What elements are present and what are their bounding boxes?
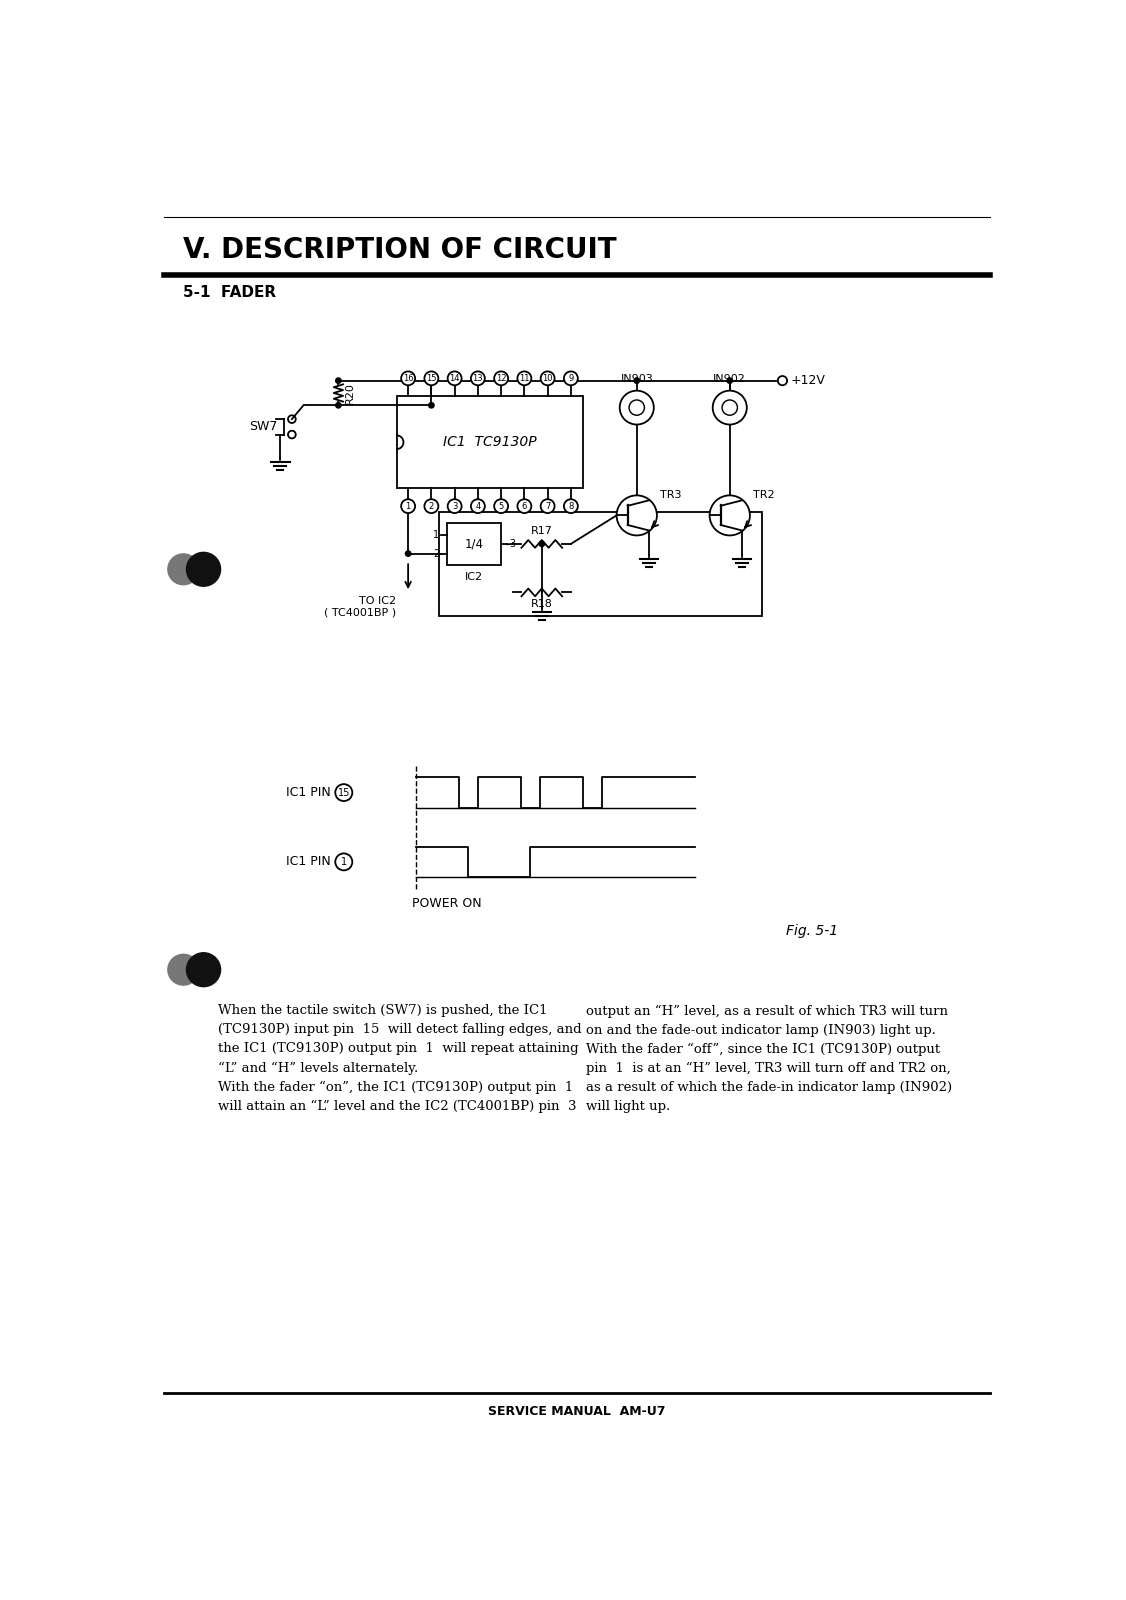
Circle shape [727,378,732,384]
Text: When the tactile switch (SW7) is pushed, the IC1
(TC9130P) input pin  15  will d: When the tactile switch (SW7) is pushed,… [218,1005,582,1114]
Text: 4: 4 [475,502,481,510]
Text: 8: 8 [569,502,573,510]
Circle shape [540,371,555,386]
Text: POWER ON: POWER ON [412,896,482,909]
Text: 1: 1 [341,858,347,867]
Text: 5: 5 [499,502,503,510]
Text: 2: 2 [432,549,439,558]
Circle shape [401,371,415,386]
Circle shape [564,499,578,514]
Text: output an “H” level, as a result of which TR3 will turn
on and the fade-out indi: output an “H” level, as a result of whic… [587,1005,953,1114]
Circle shape [471,371,485,386]
Circle shape [629,400,644,416]
Text: R18: R18 [530,598,553,608]
Text: 15: 15 [426,374,437,382]
Text: IC1  TC9130P: IC1 TC9130P [443,435,536,450]
Text: 2: 2 [429,502,434,510]
Text: IC1 PIN: IC1 PIN [286,786,331,798]
Circle shape [336,403,341,408]
Circle shape [518,499,531,514]
Text: 16: 16 [403,374,413,382]
Circle shape [709,496,750,536]
Text: 11: 11 [519,374,529,382]
Text: 1/4: 1/4 [465,538,483,550]
Text: TR2: TR2 [753,490,775,501]
Text: TO IC2
( TC4001BP ): TO IC2 ( TC4001BP ) [324,595,396,618]
Circle shape [168,554,199,584]
Text: Fig. 5-1: Fig. 5-1 [786,923,838,938]
Text: V. DESCRIPTION OF CIRCUIT: V. DESCRIPTION OF CIRCUIT [184,235,617,264]
Text: IN903: IN903 [620,374,653,384]
Text: 13: 13 [473,374,483,382]
Circle shape [518,371,531,386]
Text: IN902: IN902 [713,374,747,384]
Text: 12: 12 [495,374,507,382]
Circle shape [425,371,438,386]
Circle shape [494,371,508,386]
Circle shape [336,378,341,384]
Text: 6: 6 [521,502,527,510]
Text: 1: 1 [434,530,439,539]
Circle shape [539,541,545,547]
Circle shape [429,403,435,408]
Circle shape [336,853,352,870]
Circle shape [448,499,462,514]
FancyBboxPatch shape [447,523,501,565]
Circle shape [617,496,656,536]
Text: 3: 3 [509,539,515,549]
Text: +12V: +12V [790,374,825,387]
Text: 14: 14 [449,374,459,382]
Text: SW7: SW7 [250,421,278,434]
Text: IC1 PIN: IC1 PIN [286,856,331,869]
Circle shape [448,371,462,386]
FancyBboxPatch shape [396,397,582,488]
Circle shape [494,499,508,514]
Text: 5-1  FADER: 5-1 FADER [184,285,277,299]
Circle shape [405,550,411,557]
Circle shape [168,954,199,986]
Text: 1: 1 [405,502,411,510]
Text: IC2: IC2 [465,571,483,582]
Circle shape [722,400,738,416]
Circle shape [564,371,578,386]
Text: 9: 9 [569,374,573,382]
Text: TR3: TR3 [660,490,681,501]
Circle shape [634,378,640,384]
Circle shape [187,552,221,586]
Text: 10: 10 [543,374,553,382]
Circle shape [540,499,555,514]
Circle shape [425,499,438,514]
Text: R17: R17 [530,526,553,536]
Text: R20: R20 [346,382,356,403]
Text: 7: 7 [545,502,551,510]
Text: 3: 3 [452,502,457,510]
Circle shape [713,390,747,424]
Circle shape [187,952,221,987]
Circle shape [401,499,415,514]
Text: SERVICE MANUAL  AM-U7: SERVICE MANUAL AM-U7 [489,1405,665,1418]
Circle shape [336,784,352,802]
Text: 15: 15 [338,787,350,798]
Circle shape [471,499,485,514]
Circle shape [619,390,654,424]
